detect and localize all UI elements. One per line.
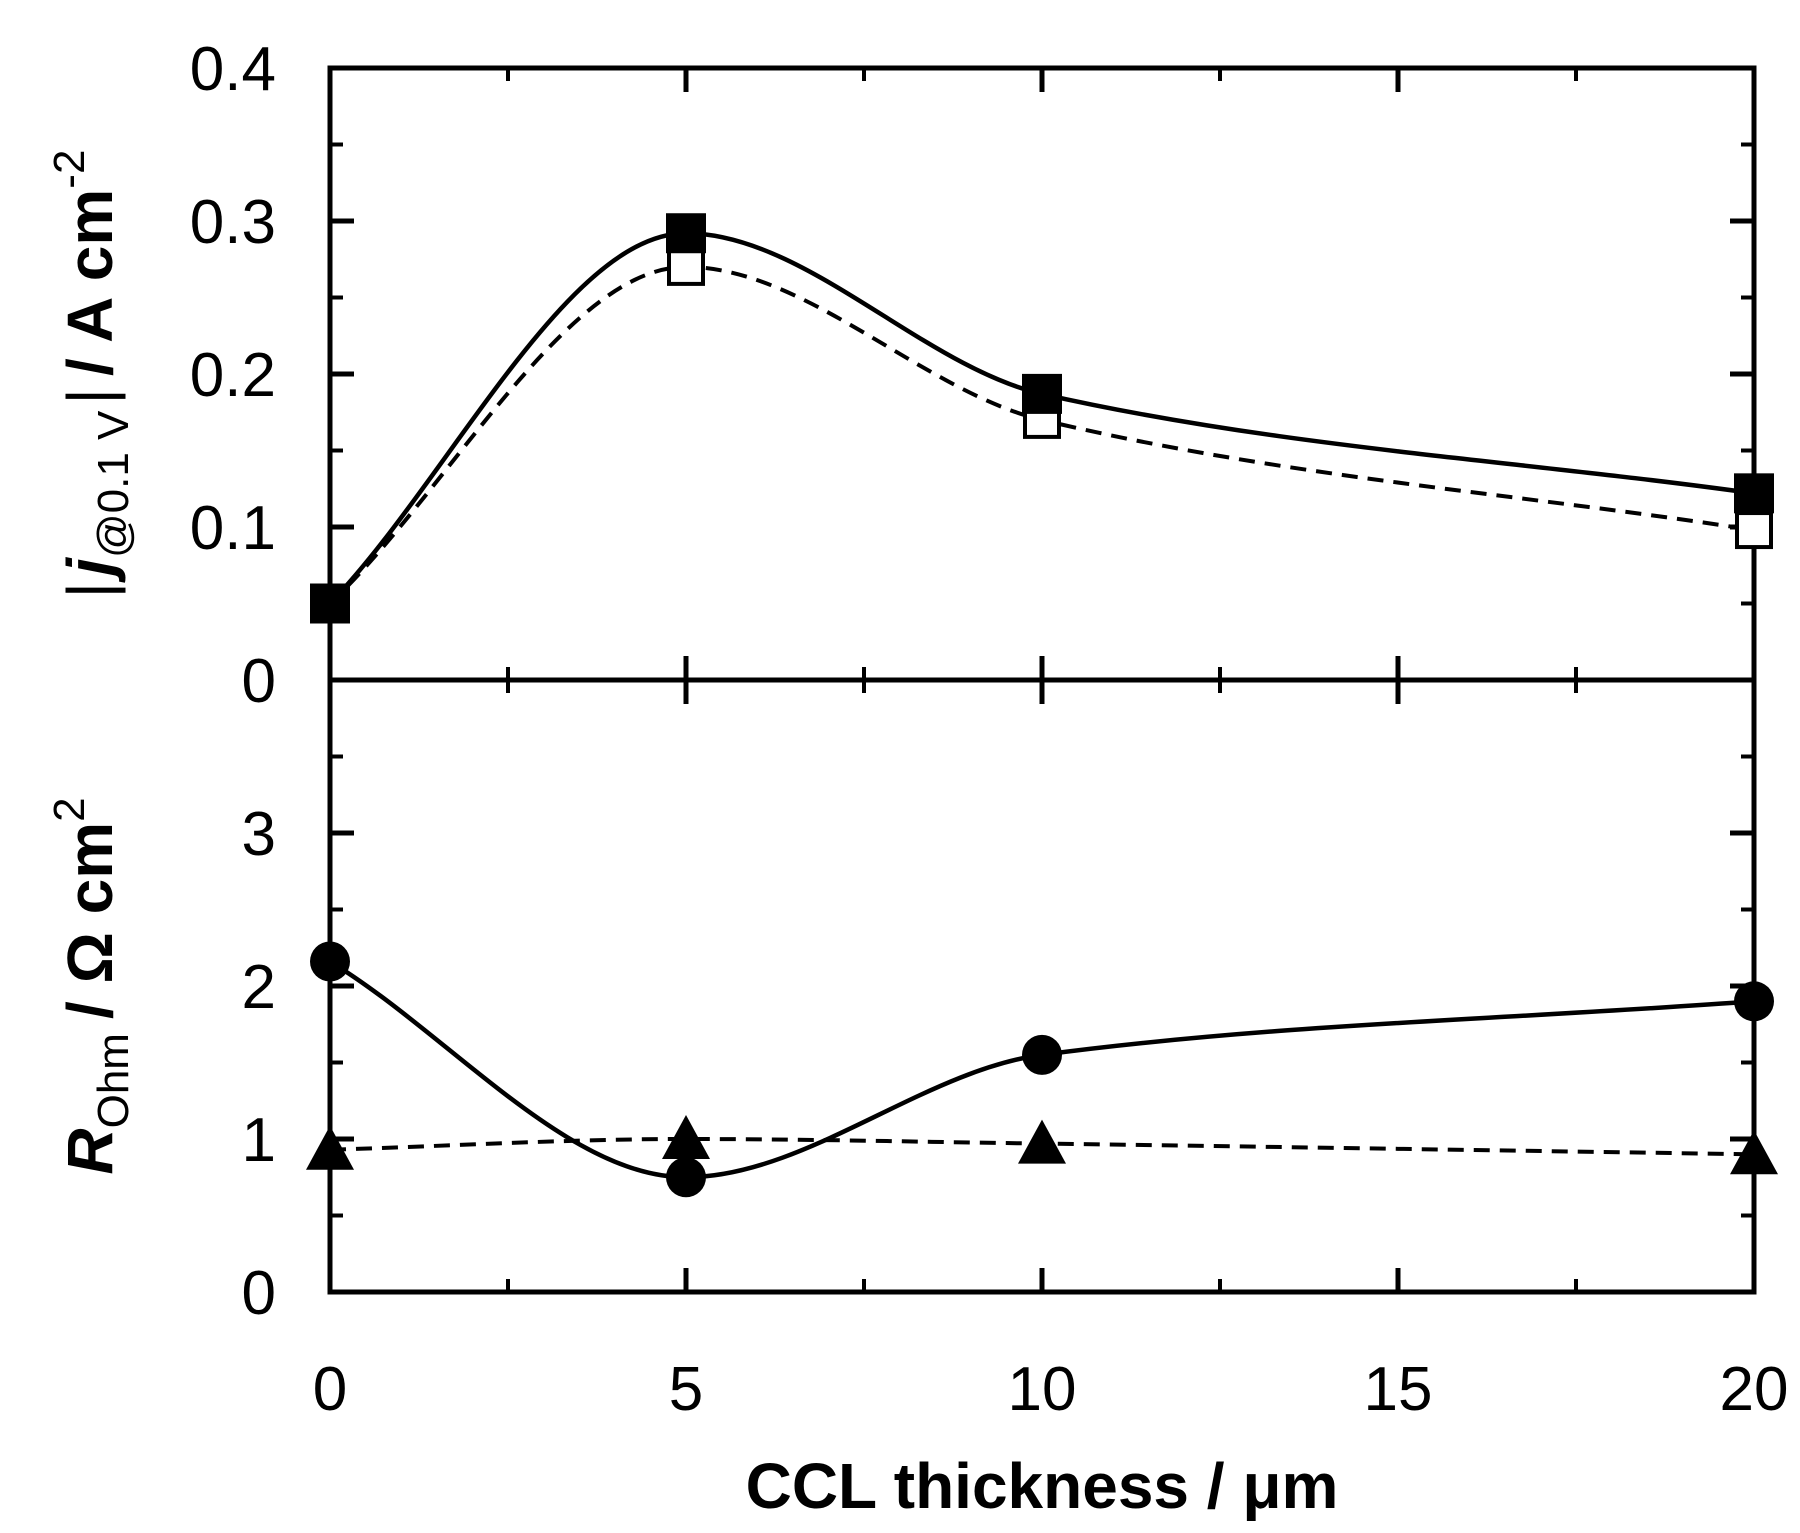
marker-square-filled: [666, 213, 706, 254]
top-y-bar-left: |: [54, 582, 126, 599]
series-line-dashed: [328, 264, 1755, 605]
bottom-y-unit: / Ω cm: [54, 822, 126, 1019]
y-tick-label: 0.3: [190, 188, 276, 257]
x-tick-label: 20: [1720, 1355, 1789, 1424]
marker-circle-filled: [310, 941, 350, 982]
y-tick-label: 0: [242, 647, 276, 716]
y-tick-label: 0.1: [190, 494, 276, 563]
x-tick-label: 15: [1364, 1355, 1433, 1424]
x-tick-label: 10: [1008, 1355, 1077, 1424]
marker-triangle-filled: [1018, 1119, 1066, 1164]
bottom-y-R: R: [54, 1128, 126, 1174]
y-tick-label: 0.2: [190, 341, 276, 410]
series-line-dashed: [329, 1136, 1755, 1157]
marker-square-filled: [1734, 473, 1774, 514]
marker-square-filled: [1022, 373, 1062, 414]
x-tick-label: 5: [669, 1355, 703, 1424]
top-y-j: j: [54, 557, 126, 583]
bottom-y-axis-title: ROhm / Ω cm2: [45, 797, 138, 1174]
top-y-axis-title: |j@0.1 V|/ A cm-2: [45, 150, 138, 599]
marker-square-open: [667, 247, 705, 286]
series-line-solid: [328, 959, 1755, 1180]
marker-triangle-filled: [662, 1115, 710, 1159]
y-tick-label: 0.4: [190, 35, 276, 104]
marker-circle-filled: [1022, 1034, 1062, 1075]
marker-circle-filled: [666, 1157, 706, 1198]
y-tick-label: 3: [242, 800, 276, 869]
marker-circle-filled: [1734, 981, 1774, 1022]
y-tick-label: 2: [242, 953, 276, 1022]
top-y-bar-right: |: [54, 388, 126, 405]
top-y-unit: / A cm: [54, 189, 126, 376]
marker-triangle-filled: [1730, 1130, 1778, 1175]
y-tick-label: 0: [242, 1259, 276, 1328]
series-line-solid: [328, 230, 1755, 606]
series-markers: [306, 213, 1778, 1198]
bottom-panel-frame: [327, 677, 1757, 1295]
series-lines: [328, 230, 1755, 1180]
bottom-y-subscript: Ohm: [89, 1033, 138, 1128]
top-y-subscript: @0.1 V: [89, 410, 138, 558]
bottom-y-superscript: 2: [45, 797, 94, 821]
marker-square-filled: [310, 583, 350, 624]
x-axis-title: CCL thickness / μm: [746, 1450, 1339, 1522]
y-tick-label: 1: [242, 1106, 276, 1175]
top-y-superscript: -2: [45, 150, 94, 189]
tick-labels: 0 5 10 15 20 0 0.1 0.2 0.3 0.4 0 1 2 3: [190, 35, 1789, 1424]
x-tick-label: 0: [313, 1355, 347, 1424]
marker-square-open: [1735, 511, 1773, 550]
marker-triangle-filled: [306, 1125, 354, 1170]
